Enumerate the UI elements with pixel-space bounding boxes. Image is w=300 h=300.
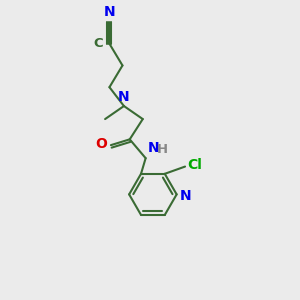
Text: Cl: Cl	[188, 158, 202, 172]
Text: N: N	[103, 5, 115, 19]
Text: N: N	[148, 141, 160, 155]
Text: C: C	[93, 37, 103, 50]
Text: N: N	[180, 189, 192, 203]
Text: N: N	[118, 90, 130, 104]
Text: O: O	[95, 137, 107, 151]
Text: H: H	[157, 143, 168, 156]
